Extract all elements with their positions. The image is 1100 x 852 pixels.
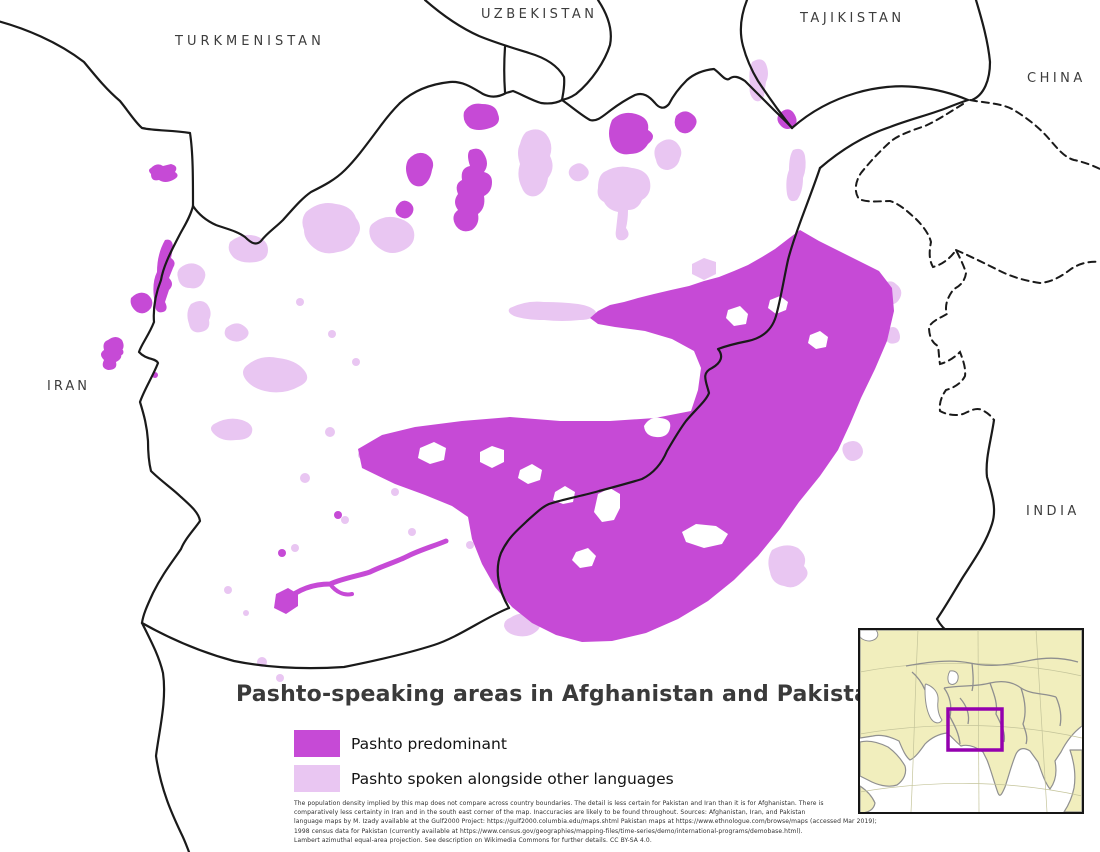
enclave-holes (418, 296, 828, 568)
border-uzbekistan-tajikistan (560, 0, 612, 102)
legend-item-alongside: Pashto spoken alongside other languages (294, 765, 674, 792)
attribution-line: Lambert azimuthal equal-area projection.… (294, 836, 652, 844)
inset-landmass (860, 630, 1082, 812)
inset-highlight-rectangle (946, 707, 1004, 752)
inset-graticule (860, 630, 1082, 812)
country-label-turkmenistan: TURKMENISTAN (175, 34, 325, 49)
border-turkmenistan-afghanistan (191, 101, 402, 245)
border-iran-turkmenistan (0, 20, 195, 208)
border-turkmenistan-uzbekistan (503, 45, 507, 94)
country-label-tajikistan: TAJIKISTAN (800, 11, 905, 26)
border-iran-pakistan (140, 621, 191, 852)
country-label-uzbekistan: UZBEKISTAN (481, 7, 598, 22)
border-kashmir-east (955, 249, 1100, 285)
attribution-line: 1998 census data for Pakistan (currently… (294, 827, 803, 835)
attribution-line: The population density implied by this m… (294, 800, 824, 807)
legend-swatch-alongside (294, 765, 340, 792)
pashto-minority-regions (177, 59, 902, 682)
locator-inset-map (858, 628, 1084, 814)
border-afghanistan-north (398, 67, 794, 130)
border-kashmir-line-of-control (854, 103, 995, 421)
country-label-iran: IRAN (47, 379, 90, 394)
disputed-borders (854, 99, 1100, 421)
country-label-india: INDIA (1026, 504, 1080, 519)
border-uzbekistan-west (423, 0, 566, 102)
country-borders (0, 0, 996, 852)
border-durand-line (496, 166, 822, 610)
attribution-text: The population density implied by this m… (294, 799, 877, 845)
border-afghanistan-pakistan-south (140, 606, 511, 670)
border-india-pakistan (935, 418, 996, 634)
border-wakhan-north (790, 85, 970, 130)
attribution-line: language maps by M. Izady available at t… (294, 818, 877, 826)
legend-swatch-predominant (294, 730, 340, 757)
border-iran-afghanistan (137, 204, 202, 625)
aral-sea (947, 670, 959, 685)
legend-item-predominant: Pashto predominant (294, 730, 507, 757)
attribution-line: comparatively less certainty in Iran and… (294, 809, 806, 817)
map-title: Pashto-speaking areas in Afghanistan and… (236, 682, 886, 707)
border-china-claim-line (969, 99, 1100, 170)
legend-label-alongside: Pashto spoken alongside other languages (351, 769, 674, 788)
country-label-china: CHINA (1027, 71, 1086, 86)
legend-label-predominant: Pashto predominant (351, 734, 507, 753)
black-sea (860, 630, 879, 642)
border-tajikistan-north (739, 0, 794, 130)
inset-borders (905, 657, 1079, 745)
border-wakhan-south (818, 98, 970, 170)
pashto-predominant-regions (101, 103, 894, 642)
inset-map-svg (860, 630, 1082, 812)
border-tajikistan-china (970, 0, 992, 102)
inset-seas (860, 630, 959, 724)
